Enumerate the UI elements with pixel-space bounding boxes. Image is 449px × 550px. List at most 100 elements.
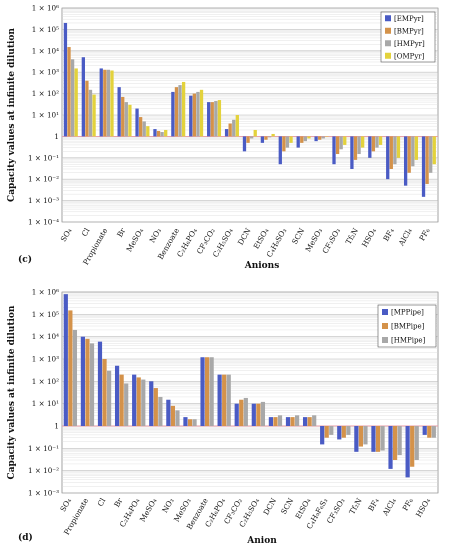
x-tick-label: NO₃ [148, 226, 164, 244]
bar-2-1-7 [187, 419, 193, 426]
bar-2-2-15 [329, 426, 334, 435]
bar-2-1-13 [290, 417, 295, 426]
bar-1-2-1 [88, 89, 93, 137]
bar-1-0-3 [117, 87, 121, 137]
bar-2-2-12 [277, 415, 283, 426]
x-tick-label: SO₄ [59, 226, 74, 243]
x-tick-label: AlCl₄ [396, 226, 414, 248]
bar-1-3-6 [181, 81, 186, 137]
bar-2-0-6 [166, 399, 171, 426]
y-axis-label: Capacity values at infinite dilution [7, 305, 17, 479]
bar-1-2-17 [375, 136, 379, 148]
bar-2-0-7 [183, 417, 188, 426]
bar-1-0-1 [81, 57, 85, 137]
bar-1-0-16 [350, 136, 354, 169]
bar-2-0-9 [217, 374, 222, 426]
bar-2-2-13 [295, 415, 300, 426]
bar-2-1-3 [119, 374, 124, 426]
bar-2-1-4 [136, 377, 141, 426]
legend-swatch [385, 15, 391, 22]
bar-2-1-15 [324, 426, 329, 438]
bar-1-0-9 [224, 129, 229, 137]
bar-1-1-12 [282, 136, 286, 152]
bar-1-2-0 [70, 59, 75, 137]
legend-entry: [HMPipe] [391, 337, 426, 345]
x-tick-label: Cl [80, 226, 92, 238]
legend-entry: [MPPipe] [391, 309, 424, 317]
bar-2-2-17 [363, 426, 368, 445]
bar-1-1-2 [103, 69, 107, 137]
bar-1-2-13 [303, 136, 308, 142]
bar-2-0-2 [97, 341, 103, 426]
y-tick-label: 1 × 10⁴ [32, 332, 59, 341]
legend-swatch [385, 52, 391, 59]
bar-2-0-18 [371, 426, 376, 452]
bar-1-2-4 [142, 121, 146, 137]
bar-2-1-20 [410, 426, 415, 467]
bar-1-3-11 [271, 133, 275, 137]
legend-entry: [EMPyr] [394, 15, 424, 23]
x-tick-label: SO₄ [58, 496, 73, 513]
bar-2-0-12 [268, 417, 273, 426]
bar-1-2-10 [250, 136, 254, 139]
bar-1-3-15 [343, 136, 347, 145]
bar-2-1-12 [273, 417, 278, 426]
legend-swatch [385, 27, 391, 34]
y-tick-label: 1 × 10³ [32, 68, 59, 77]
bar-1-2-14 [321, 136, 325, 139]
bar-2-1-2 [102, 359, 107, 426]
bar-1-2-7 [196, 91, 200, 137]
bar-1-0-8 [207, 102, 211, 137]
bar-1-2-2 [106, 69, 111, 137]
bar-1-1-7 [192, 93, 196, 137]
bar-2-1-10 [239, 399, 244, 426]
bar-1-1-19 [407, 136, 411, 173]
bar-1-3-5 [164, 129, 168, 137]
bar-2-0-20 [405, 426, 410, 478]
bar-2-0-10 [234, 403, 239, 426]
y-tick-label: 1 × 10² [32, 89, 59, 98]
x-tick-label: BF₄ [381, 226, 396, 242]
bar-1-1-11 [264, 136, 268, 140]
bar-2-2-20 [414, 426, 419, 461]
x-tick-label: Br [115, 226, 128, 239]
y-tick-label: 1 × 10³ [32, 355, 59, 364]
bar-1-2-6 [178, 85, 182, 137]
bar-1-1-4 [138, 117, 143, 137]
bar-1-1-3 [121, 96, 125, 137]
bar-1-1-17 [371, 136, 376, 152]
bar-2-1-0 [68, 310, 73, 426]
bar-2-2-14 [312, 415, 317, 426]
bar-2-1-6 [170, 405, 176, 426]
panel-label: (d) [18, 532, 33, 543]
y-tick-label: 1 × 10⁻² [28, 175, 59, 184]
x-tick-label: Br [112, 496, 125, 509]
bar-2-1-11 [256, 403, 261, 426]
bar-2-2-5 [158, 396, 163, 426]
bar-1-2-9 [232, 119, 236, 137]
bar-2-2-19 [397, 426, 402, 456]
x-tick-label: HSO₄ [360, 226, 378, 248]
bar-2-1-16 [341, 426, 346, 438]
bar-1-2-19 [411, 136, 415, 167]
bar-2-2-4 [141, 379, 146, 426]
y-tick-label: 1 × 10⁶ [32, 288, 59, 297]
x-tick-label: MeSO₄ [138, 496, 159, 523]
bar-2-2-11 [260, 401, 266, 426]
bar-1-0-6 [171, 91, 175, 137]
bar-1-3-14 [325, 136, 329, 137]
panel-label: (c) [18, 254, 32, 265]
bar-2-0-19 [388, 426, 393, 469]
x-tick-label: SCN [279, 496, 296, 516]
bar-1-1-8 [210, 102, 214, 137]
bar-2-2-2 [107, 370, 112, 426]
x-tick-label: Tf₂N [344, 226, 361, 246]
x-tick-label: HSO₄ [414, 496, 432, 518]
bar-1-1-20 [425, 136, 429, 184]
x-tick-label: EtSO₄ [252, 226, 271, 250]
bar-1-3-9 [235, 115, 239, 137]
bar-1-2-3 [124, 102, 128, 137]
bar-1-3-18 [396, 136, 401, 158]
bar-1-0-18 [386, 136, 390, 180]
